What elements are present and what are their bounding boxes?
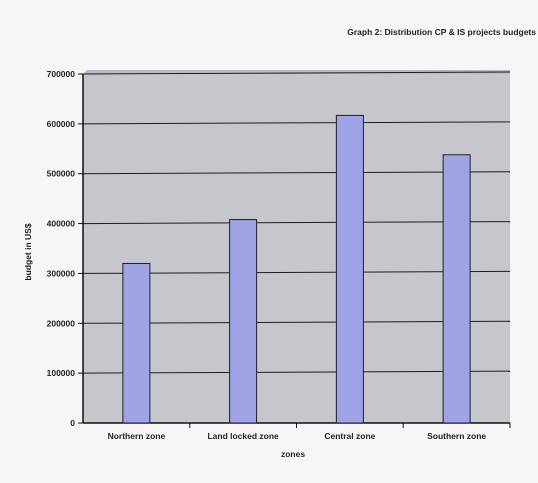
gridline (82, 121, 511, 125)
y-tick-label: 600000 (47, 119, 76, 129)
y-tick-label: 0 (70, 418, 75, 428)
x-tick-label: Northern zone (108, 431, 166, 441)
x-tick-label: Land locked zone (207, 431, 279, 441)
y-tick-label: 300000 (47, 268, 76, 278)
y-tick-label: 200000 (47, 318, 76, 328)
y-tick-label: 100000 (47, 368, 76, 378)
y-tick-label: 400000 (47, 219, 76, 229)
y-tick-label: 500000 (47, 169, 76, 179)
gridline (82, 270, 511, 274)
bar (442, 154, 471, 424)
plot-background (83, 74, 510, 423)
gridline (82, 370, 511, 374)
y-tick-label: 700000 (47, 69, 76, 79)
x-tick-label: Southern zone (427, 431, 486, 441)
y-axis-title: budget in US$ (23, 223, 33, 280)
chart-title: Graph 2: Distribution CP & IS projects b… (347, 27, 536, 37)
gridline (82, 320, 511, 324)
bar (229, 219, 258, 424)
gridline (82, 71, 511, 75)
bar (122, 262, 151, 424)
x-tick-label: Central zone (324, 431, 375, 441)
bar (335, 114, 364, 424)
x-axis-title: zones (281, 449, 305, 459)
gridline (82, 171, 511, 175)
gridline (82, 221, 511, 225)
plot-area: 0 100000 200000 300000 400000 500000 600000 700… (47, 69, 511, 441)
